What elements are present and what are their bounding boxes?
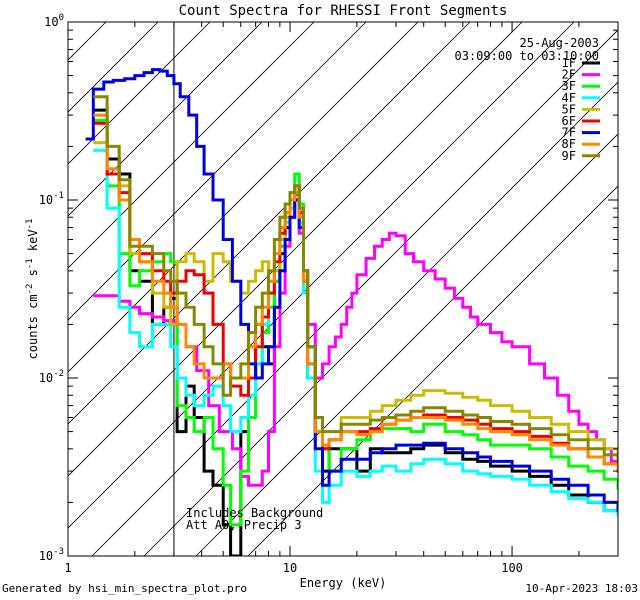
y-tick-label: 10-3 [39,547,64,563]
y-axis-label: counts cm-2 s-1 keV-1 [25,219,40,360]
legend-label-9F: 9F [562,149,576,163]
legend-label-7F: 7F [562,126,576,140]
legend-label-3F: 3F [562,79,576,93]
annotation-background: Includes Background [186,506,323,520]
series-line-7F [85,68,618,513]
legend-label-4F: 4F [562,91,576,105]
x-axis: 1 10 100 [64,22,619,575]
legend-label-2F: 2F [562,68,576,82]
y-tick-label: 10-2 [39,369,64,385]
chart-title: Count Spectra for RHESSI Front Segments [179,3,508,19]
footer-timestamp: 10-Apr-2023 18:03 [525,582,638,595]
annotation-attenuator: Att A0, Precip 3 [186,518,302,532]
y-axis: 100 10-1 10-2 10-3 [39,13,618,563]
series-line-9F [93,95,618,463]
date-label: 25-Aug-2003 [520,36,599,50]
excluded-region-hatch [68,22,618,556]
y-tick-label: 10-1 [39,191,64,207]
series-group [85,68,618,556]
x-tick-label: 1 [64,561,71,575]
plot-frame [67,21,619,557]
y-tick-label: 100 [44,13,64,29]
time-range-label: 03:09:00 to 03:10:00 [455,49,600,63]
series-line-2F [93,198,618,487]
footer-generated-by: Generated by hsi_min_spectra_plot.pro [2,582,248,595]
legend-label-1F: 1F [562,56,576,70]
x-axis-label: Energy (keV) [300,576,387,590]
legend-label-8F: 8F [562,137,576,151]
series-line-3F [93,118,618,527]
legend-label-6F: 6F [562,114,576,128]
legend-label-5F: 5F [562,102,576,116]
x-tick-label: 100 [501,561,523,575]
x-tick-label: 10 [283,561,297,575]
